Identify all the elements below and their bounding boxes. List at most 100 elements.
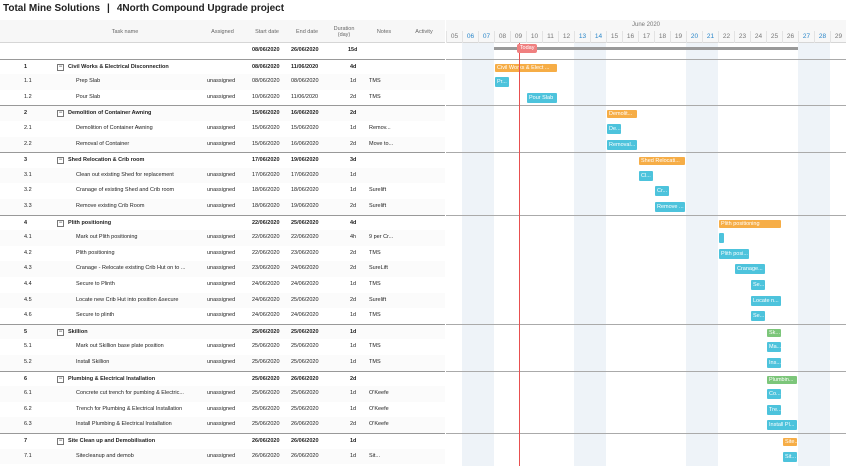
task-end[interactable]: 16/06/2020: [291, 140, 319, 147]
task-end[interactable]: 22/06/2020: [291, 234, 319, 241]
task-name[interactable]: Civil Works & Electrical Disconnection: [68, 63, 169, 70]
task-end[interactable]: 25/06/2020: [291, 343, 319, 350]
task-start[interactable]: 10/06/2020: [252, 93, 280, 100]
col-task-name[interactable]: Task name: [111, 28, 139, 35]
task-bar[interactable]: Remove ...: [655, 202, 685, 212]
task-group-row[interactable]: 4 − Plith positioning 22/06/2020 25/06/2020 4…: [0, 214, 445, 232]
task-duration[interactable]: 1d: [350, 438, 357, 444]
collapse-toggle-icon[interactable]: −: [57, 375, 64, 383]
task-name[interactable]: Plith positioning: [68, 219, 112, 226]
task-name[interactable]: Secure to Plinth: [76, 281, 115, 287]
task-assigned[interactable]: unassigned: [207, 296, 236, 303]
task-name[interactable]: Mark out Skillion base plate position: [76, 343, 164, 350]
task-name[interactable]: Prep Slab: [76, 78, 101, 85]
collapse-toggle-icon[interactable]: −: [57, 63, 64, 71]
task-name[interactable]: Plith positioning: [76, 249, 115, 256]
task-name[interactable]: Remove existing Crib Room: [76, 203, 145, 209]
task-notes[interactable]: O'Keefe: [369, 390, 389, 397]
task-start[interactable]: 25/06/2020: [252, 343, 280, 350]
task-name[interactable]: Cranage of existing Shed and Crib room: [76, 187, 175, 194]
collapse-toggle-icon[interactable]: −: [57, 157, 64, 165]
task-name[interactable]: Skillion: [68, 328, 88, 335]
task-name[interactable]: Concrete cut trench for pumbing & Electr…: [76, 390, 184, 397]
task-start[interactable]: 26/06/2020: [252, 452, 280, 459]
task-notes[interactable]: TMS: [369, 312, 381, 319]
task-duration[interactable]: 4d: [350, 63, 357, 70]
task-notes[interactable]: Remov...: [369, 125, 391, 131]
task-end[interactable]: 08/06/2020: [291, 78, 319, 85]
task-duration[interactable]: 1d: [350, 187, 357, 194]
task-notes[interactable]: [369, 372, 405, 388]
task-duration[interactable]: 3d: [350, 157, 357, 164]
task-notes[interactable]: Surelift: [369, 187, 387, 194]
task-end[interactable]: 11/06/2020: [291, 93, 319, 100]
collapse-toggle-icon[interactable]: −: [57, 328, 64, 336]
group-bar[interactable]: Civil Works & Elect ...: [495, 63, 557, 72]
task-start[interactable]: 25/06/2020: [252, 375, 280, 382]
task-duration[interactable]: 1d: [350, 405, 357, 412]
task-notes[interactable]: Surelift: [369, 203, 387, 209]
task-start[interactable]: 18/06/2020: [252, 203, 280, 209]
group-bar[interactable]: Site...: [783, 438, 797, 446]
task-row[interactable]: 3.1 Clean out existing Shed for replaceme…: [0, 167, 445, 184]
task-notes[interactable]: [369, 106, 405, 122]
task-name[interactable]: Removal of Container: [76, 140, 130, 147]
task-assigned[interactable]: unassigned: [207, 171, 236, 178]
task-end[interactable]: 26/06/2020: [291, 421, 319, 428]
task-row[interactable]: 2.2 Removal of Container unassigned 15/06/2…: [0, 136, 445, 153]
task-assigned[interactable]: unassigned: [207, 452, 236, 459]
group-bar[interactable]: Demolit...: [607, 110, 637, 119]
task-notes[interactable]: [369, 216, 405, 232]
task-row[interactable]: 1.2 Pour Slab unassigned 10/06/2020 11/06/20…: [0, 90, 445, 106]
task-assigned[interactable]: unassigned: [207, 405, 236, 412]
task-end[interactable]: 25/06/2020: [291, 296, 319, 303]
col-start-date[interactable]: Start date: [255, 28, 279, 35]
col-duration[interactable]: Duration (day): [333, 25, 355, 38]
task-start[interactable]: 15/06/2020: [252, 125, 280, 131]
task-end[interactable]: 25/06/2020: [291, 405, 319, 412]
col-end-date[interactable]: End date: [295, 28, 319, 35]
task-assigned[interactable]: unassigned: [207, 421, 236, 428]
task-name[interactable]: Trench for Plumbing & Electrical Install…: [76, 405, 183, 412]
task-row[interactable]: 4.3 Cranage - Relocate existing Crib Hut …: [0, 261, 445, 277]
col-activity[interactable]: Activity: [415, 28, 433, 35]
task-row[interactable]: 4.4 Secure to Plinth unassigned 24/06/2020 2…: [0, 277, 445, 293]
task-name[interactable]: Demolition of Container Awning: [68, 110, 152, 117]
task-start[interactable]: 24/06/2020: [252, 296, 280, 303]
task-start[interactable]: 26/06/2020: [252, 438, 280, 444]
task-group-row[interactable]: 6 − Plumbing & Electrical Installation 25/0…: [0, 370, 445, 388]
task-duration[interactable]: 2d: [350, 296, 357, 303]
task-bar[interactable]: Se...: [751, 311, 765, 322]
task-assigned[interactable]: unassigned: [207, 140, 236, 147]
task-notes[interactable]: [369, 168, 405, 184]
task-duration[interactable]: 1d: [350, 390, 357, 397]
task-assigned[interactable]: unassigned: [207, 359, 236, 365]
task-end[interactable]: 18/06/2020: [291, 187, 319, 194]
task-name[interactable]: Mark out Plith positioning: [76, 234, 138, 241]
task-notes[interactable]: TMS: [369, 249, 381, 256]
task-start[interactable]: 15/06/2020: [252, 110, 280, 117]
group-bar[interactable]: Sk...: [767, 328, 781, 337]
task-end[interactable]: 26/06/2020: [291, 438, 319, 444]
task-bar[interactable]: Sit...: [783, 451, 797, 462]
task-end[interactable]: 25/06/2020: [291, 328, 319, 335]
task-start[interactable]: 08/06/2020: [252, 78, 280, 85]
task-notes[interactable]: [369, 60, 405, 76]
task-end[interactable]: 17/06/2020: [291, 171, 319, 178]
group-bar[interactable]: Shed Relocati...: [639, 157, 685, 166]
task-duration[interactable]: 1d: [350, 343, 357, 350]
task-bar[interactable]: Co...: [767, 389, 781, 400]
task-row[interactable]: 4.2 Plith positioning unassigned 22/06/2020…: [0, 246, 445, 262]
task-end[interactable]: 16/06/2020: [291, 110, 319, 117]
task-row[interactable]: 4.5 Locate new Crib Hut into position &se…: [0, 292, 445, 309]
task-group-row[interactable]: 5 − Skillion 25/06/2020 25/06/2020 1d: [0, 323, 445, 340]
task-notes[interactable]: TMS: [369, 281, 381, 287]
task-start[interactable]: 25/06/2020: [252, 328, 280, 335]
group-bar[interactable]: Plith positioning: [719, 219, 781, 228]
task-duration[interactable]: 4h: [350, 234, 357, 241]
task-notes[interactable]: TMS: [369, 359, 381, 365]
task-end[interactable]: 15/06/2020: [291, 125, 319, 131]
collapse-toggle-icon[interactable]: −: [57, 110, 64, 118]
task-duration[interactable]: 2d: [350, 110, 357, 117]
task-notes[interactable]: Sit...: [369, 452, 381, 459]
